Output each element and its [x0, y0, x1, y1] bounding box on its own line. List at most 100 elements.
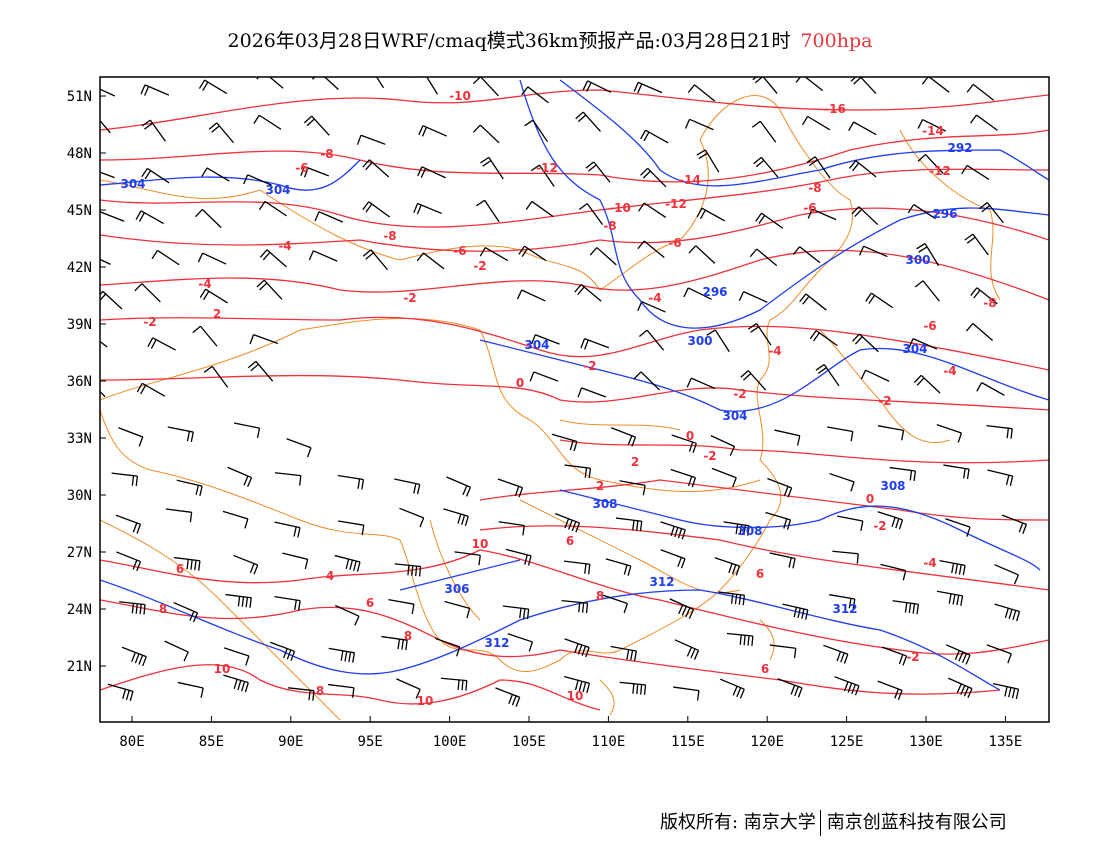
wind-barb	[829, 594, 856, 609]
wind-barb	[497, 478, 524, 498]
wind-barb	[415, 77, 438, 95]
wind-barb	[914, 280, 940, 302]
wind-barb	[197, 252, 227, 265]
wind-barb	[174, 556, 201, 571]
temperature-contour-label: -12	[536, 161, 558, 175]
lat-label: 21N	[67, 659, 92, 675]
temperature-contour-label: -8	[983, 296, 996, 310]
lon-label: 135E	[989, 734, 1023, 750]
wind-barb	[852, 333, 879, 353]
wind-barb	[994, 564, 1020, 585]
wind-barb	[669, 598, 695, 619]
title-level: 700hpa	[800, 30, 873, 52]
wind-barb	[834, 676, 860, 696]
wind-barb	[674, 639, 700, 660]
temperature-contour-label: 2	[596, 479, 604, 493]
wind-barb	[116, 551, 142, 572]
lat-label: 45N	[67, 203, 92, 219]
wind-barb	[970, 287, 998, 305]
wind-barb	[916, 243, 940, 267]
wind-barb	[610, 645, 637, 661]
wind-barb	[610, 427, 637, 447]
temperature-contour-label: 8	[316, 684, 324, 698]
wind-barb	[807, 208, 837, 221]
wind-barb	[259, 249, 287, 268]
temperature-contour-label: 6	[756, 567, 764, 581]
wind-barb	[806, 156, 831, 179]
wind-barb	[444, 600, 471, 619]
wind-barb	[286, 438, 312, 458]
wind-barb	[225, 593, 252, 608]
wind-barb	[582, 80, 612, 93]
wind-barb	[769, 552, 796, 569]
lon-label: 130E	[909, 734, 943, 750]
lat-label: 24N	[67, 602, 92, 618]
wind-barb	[446, 476, 472, 497]
wind-barb	[100, 340, 108, 348]
wind-barb	[994, 603, 1021, 622]
temperature-contour-label: -14	[679, 173, 701, 187]
lon-label: 125E	[830, 734, 864, 750]
temperature-contour-label: -4	[923, 556, 936, 570]
wind-barb	[823, 644, 849, 664]
wind-barb	[943, 464, 970, 480]
temperature-contour-label: -4	[198, 277, 211, 291]
wind-barb	[945, 644, 971, 665]
wind-barb	[939, 559, 966, 576]
lon-label: 95E	[358, 734, 383, 750]
temperature-contour-label: -8	[603, 219, 616, 233]
wind-barb	[111, 472, 139, 487]
temperature-contour-label: 10	[214, 662, 231, 676]
wind-barb	[755, 212, 784, 229]
wind-barb	[936, 424, 963, 443]
temperature-contour-label: 6	[566, 534, 574, 548]
wind-barbs	[100, 77, 1028, 707]
wind-barb	[1001, 514, 1028, 534]
temperature-contour-label: 10	[417, 694, 434, 708]
wind-barb	[671, 434, 697, 453]
lat-label: 30N	[67, 488, 92, 504]
height-contour-label: 312	[649, 575, 674, 589]
wind-barb	[165, 508, 193, 523]
wind-barb	[303, 115, 330, 136]
wind-barb	[435, 637, 461, 657]
height-contour-label: 300	[687, 334, 712, 348]
wind-barb	[502, 605, 530, 620]
wind-barb	[505, 548, 532, 566]
lat-label: 27N	[67, 545, 92, 561]
wind-barb	[765, 511, 792, 530]
wind-barb	[479, 246, 509, 262]
wind-barb	[198, 79, 228, 95]
wind-barb	[328, 647, 356, 663]
wind-barb	[774, 429, 801, 446]
wind-barb	[375, 77, 385, 89]
wind-barb	[577, 387, 607, 398]
wind-barb	[792, 246, 821, 264]
wind-barb	[258, 200, 287, 217]
wind-barb	[192, 325, 218, 347]
temperature-contour-label: -2	[473, 259, 486, 273]
wind-barb	[507, 633, 534, 652]
temperature-contour-label: -2	[906, 650, 919, 664]
height-contour-label: 300	[905, 253, 930, 267]
wind-barb	[227, 466, 253, 488]
footer-separator	[819, 810, 821, 836]
height-contour-label: 308	[737, 524, 762, 538]
temperature-contour-label: -12	[929, 164, 951, 178]
wind-barb	[749, 248, 778, 267]
wind-barb	[589, 247, 617, 266]
wind-barb	[521, 86, 549, 104]
wind-barb	[222, 510, 249, 529]
wind-barb	[312, 77, 339, 91]
wind-barb	[673, 686, 700, 701]
wind-barb	[223, 674, 249, 693]
wind-barb	[208, 122, 235, 144]
wind-barb	[564, 638, 590, 658]
title-main: 2026年03月28日WRF/cmaq模式36km预报产品:03月28日21时	[227, 30, 791, 52]
temperature-contour-label: 2	[631, 455, 639, 469]
wind-barb	[147, 337, 176, 351]
wind-barb	[670, 468, 697, 488]
wind-barb	[256, 77, 284, 89]
wind-barb	[880, 563, 907, 581]
